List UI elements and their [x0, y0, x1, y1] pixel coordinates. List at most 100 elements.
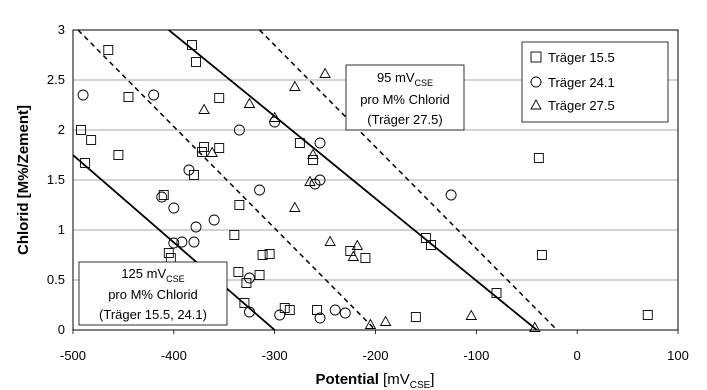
- point-square: [642, 310, 653, 320]
- point-square: [360, 253, 371, 263]
- point-square: [158, 190, 169, 200]
- point-circle: [274, 309, 286, 321]
- point-circle: [329, 304, 341, 316]
- point-triangle: [304, 175, 316, 186]
- annotation-125mv-line1: 125 mVCSE: [121, 266, 184, 284]
- point-circle: [254, 184, 265, 196]
- annotation-95mv: 95 mVCSE pro M% Chlorid (Träger 27.5): [345, 64, 465, 131]
- point-circle: [314, 312, 326, 324]
- point-square: [257, 250, 268, 260]
- y-tick-label: 2: [58, 122, 65, 137]
- tick-labels: 0 0.5 1 1.5 2 2.5 3 -500 -400 -300 -200 -100 0 100: [47, 22, 689, 363]
- point-circle: [156, 191, 168, 203]
- x-tick-label: 100: [667, 348, 689, 363]
- point-triangle: [243, 97, 256, 108]
- point-circle: [208, 214, 220, 226]
- point-triangle: [268, 111, 281, 122]
- point-circle: [148, 89, 160, 101]
- point-triangle: [379, 315, 392, 326]
- point-square: [536, 250, 547, 260]
- annotation-125mv-box: [78, 261, 228, 326]
- point-circle: [190, 221, 202, 233]
- x-tick-label: -400: [161, 348, 187, 363]
- x-tick-label: -500: [60, 348, 86, 363]
- point-square: [113, 150, 124, 160]
- point-square: [229, 230, 240, 240]
- legend-label-traeger-24-1: Träger 24.1: [548, 75, 615, 90]
- point-circle: [269, 116, 281, 128]
- point-square: [214, 93, 225, 103]
- point-circle: [188, 236, 200, 248]
- point-square: [491, 288, 502, 298]
- point-square: [234, 200, 245, 210]
- point-square: [76, 125, 87, 135]
- boundary-line-solid: [168, 30, 538, 330]
- legend-marker-square: [530, 51, 542, 63]
- point-square: [420, 233, 431, 243]
- point-triangle: [347, 250, 360, 261]
- point-square: [197, 147, 208, 157]
- point-square: [533, 153, 544, 163]
- point-triangle: [319, 67, 331, 78]
- point-square: [284, 305, 295, 315]
- y-tick-label: 1.5: [47, 172, 65, 187]
- y-tick-label: 1: [58, 222, 65, 237]
- point-square: [308, 155, 318, 165]
- annotation-125mv: 125 mVCSE pro M% Chlorid (Träger 15.5, 2…: [78, 261, 228, 326]
- point-square: [233, 267, 244, 277]
- point-square: [214, 143, 225, 153]
- point-circle: [339, 307, 351, 319]
- y-tick-label: 0: [58, 322, 65, 337]
- point-triangle: [324, 235, 336, 246]
- annotation-95mv-line2: pro M% Chlorid: [360, 92, 450, 107]
- point-circle: [445, 189, 457, 201]
- annotation-125mv-line2: pro M% Chlorid: [108, 287, 198, 302]
- point-square: [163, 248, 174, 258]
- boundary-line-dashed: [259, 30, 558, 330]
- point-square: [86, 135, 97, 145]
- point-square: [239, 298, 250, 308]
- point-square: [410, 312, 421, 322]
- point-square: [254, 270, 265, 280]
- y-tick-label: 3: [58, 22, 65, 37]
- y-tick-label: 2.5: [47, 72, 65, 87]
- point-triangle: [465, 309, 478, 320]
- point-triangle: [289, 201, 301, 212]
- legend-marker-triangle: [530, 99, 542, 110]
- point-square: [123, 92, 134, 102]
- point-square: [199, 142, 210, 152]
- legend: Träger 15.5 Träger 24.1 Träger 27.5: [521, 41, 669, 123]
- point-triangle: [307, 148, 319, 159]
- annotation-125mv-line3: (Träger 15.5, 24.1): [99, 307, 207, 322]
- x-tick-label: -100: [463, 348, 489, 363]
- point-triangle: [364, 318, 377, 329]
- point-circle: [77, 89, 89, 101]
- x-tick-label: -200: [362, 348, 388, 363]
- point-circle: [314, 137, 326, 149]
- point-square: [103, 45, 114, 55]
- point-square: [345, 246, 356, 256]
- point-square: [165, 253, 176, 263]
- boundary-line-dashed: [77, 30, 377, 330]
- legend-label-traeger-15-5: Träger 15.5: [548, 50, 615, 65]
- point-circle: [168, 202, 180, 214]
- y-axis-title: Chlorid [M%/Zement]: [15, 105, 32, 255]
- point-square: [294, 138, 305, 148]
- x-tick-label: 0: [574, 348, 581, 363]
- data-points: [76, 40, 653, 332]
- annotation-95mv-box: [345, 64, 465, 131]
- point-triangle: [351, 239, 364, 250]
- boundary-lines: [73, 30, 558, 330]
- legend-label-traeger-27-5: Träger 27.5: [548, 98, 615, 113]
- legend-box: [521, 41, 669, 123]
- point-square: [264, 249, 275, 259]
- point-circle: [244, 272, 255, 284]
- boundary-line-solid: [73, 154, 276, 330]
- point-square: [426, 240, 436, 250]
- point-triangle: [206, 146, 218, 157]
- point-circle: [183, 164, 195, 176]
- annotation-95mv-line1: 95 mVCSE: [377, 70, 433, 88]
- point-circle: [244, 306, 255, 318]
- point-square: [191, 57, 201, 67]
